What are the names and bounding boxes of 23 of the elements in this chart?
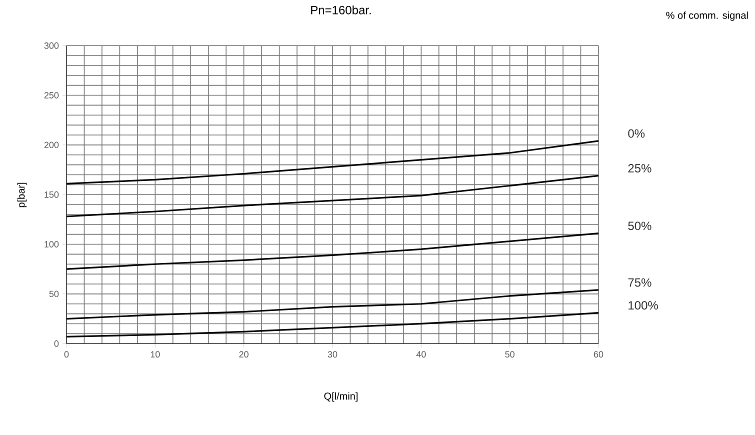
legend-title: % of comm. signal [666, 12, 748, 21]
y-tick-label: 50 [49, 290, 59, 298]
x-tick-label: 10 [150, 351, 160, 358]
x-tick-label: 60 [594, 351, 604, 358]
y-tick-label: 0 [54, 340, 59, 347]
text: 0% [628, 129, 645, 138]
y-tick-label: 300 [44, 42, 59, 49]
y-tick-label: 200 [44, 142, 59, 148]
y-tick-label: 150 [44, 191, 59, 198]
text: 50% [628, 222, 652, 230]
text: 100% [628, 301, 658, 310]
y-tick-label: 250 [44, 92, 59, 98]
x-tick-label: 50 [505, 351, 514, 358]
y-axis-title: p[bar] [17, 182, 27, 208]
x-tick-label: 30 [328, 351, 338, 358]
x-tick-label: 20 [239, 351, 248, 358]
text: 25% [628, 164, 652, 173]
chart-title: Pn=160bar. [311, 6, 371, 14]
x-axis-title: Q[l/min] [324, 392, 358, 402]
text: 75% [628, 278, 652, 287]
y-tick-label: 100 [44, 241, 59, 248]
x-tick-label: 0 [64, 351, 69, 358]
x-tick-label: 40 [416, 351, 426, 358]
